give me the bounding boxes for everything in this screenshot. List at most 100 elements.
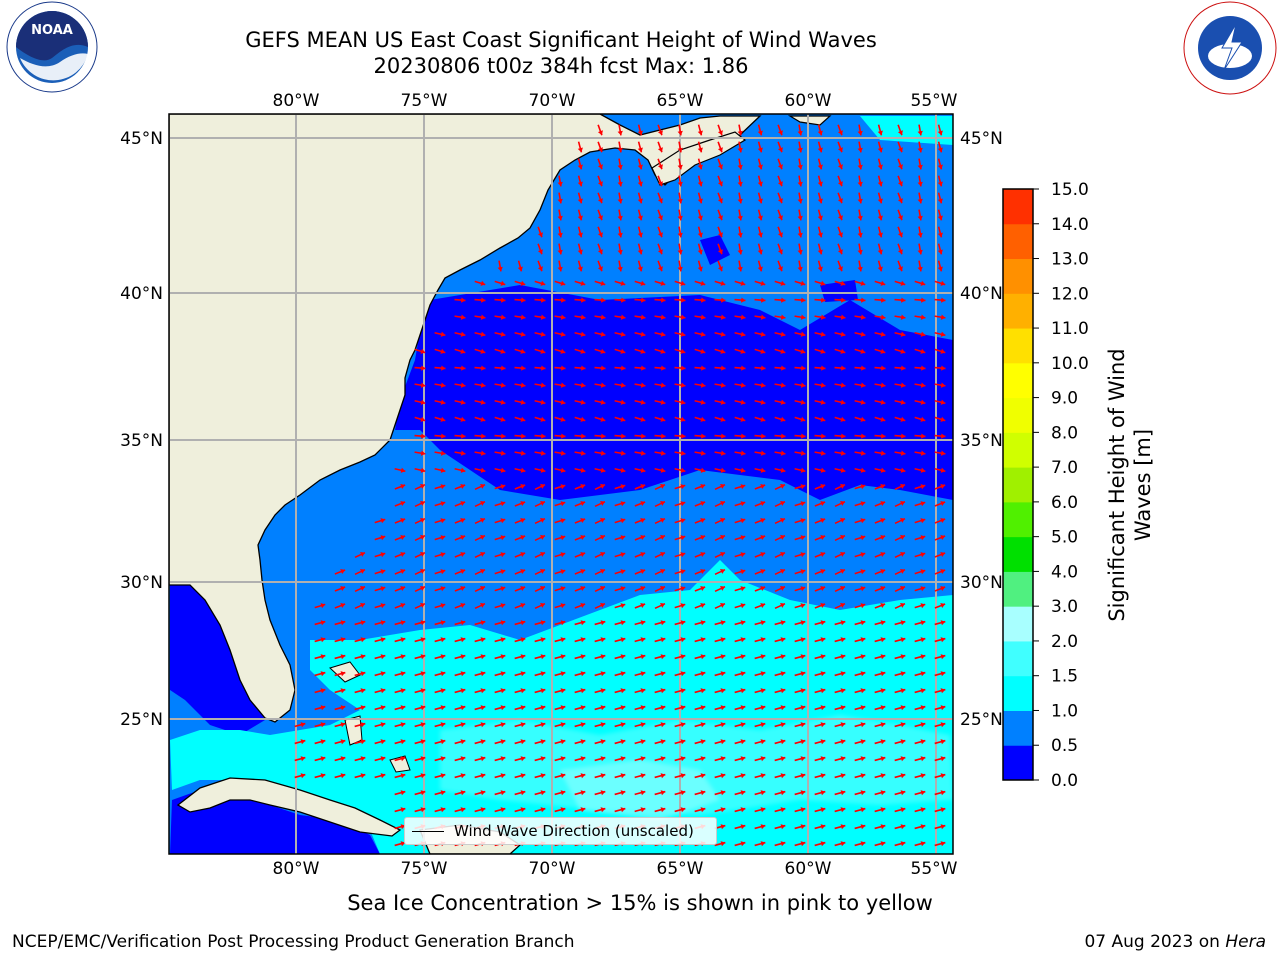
- wave-direction-arrowhead: [557, 232, 563, 238]
- wave-direction-arrowhead: [600, 382, 606, 388]
- wave-direction-arrowhead: [920, 535, 926, 541]
- wave-direction-arrowhead: [520, 807, 526, 813]
- wave-direction-arrowhead: [900, 382, 906, 388]
- wave-direction-arrowhead: [420, 688, 426, 694]
- colorbar-tick-label: 10.0: [1051, 354, 1089, 374]
- wave-direction-arrowhead: [920, 331, 926, 337]
- wave-direction-arrowhead: [360, 569, 365, 574]
- wave-direction-arrowhead: [800, 841, 806, 847]
- wave-direction-arrowhead: [520, 535, 526, 541]
- wave-direction-arrowhead: [380, 756, 386, 762]
- wave-direction-arrowhead: [680, 552, 686, 558]
- wave-direction-arrowhead: [600, 739, 606, 745]
- wave-direction-arrowhead: [840, 688, 846, 694]
- wave-direction-arrowhead: [340, 756, 346, 762]
- wave-direction-arrowhead: [700, 807, 706, 813]
- wave-direction-arrowhead: [820, 484, 826, 490]
- wave-direction-arrowhead: [320, 739, 326, 745]
- colorbar-swatch: [1003, 571, 1033, 607]
- noaa-wordmark: NOAA: [31, 23, 73, 38]
- wave-direction-arrowhead: [540, 807, 546, 813]
- wave-direction-arrowhead: [360, 722, 366, 728]
- wave-direction-arrowhead: [840, 518, 845, 523]
- wave-direction-arrowhead: [940, 654, 946, 660]
- wave-direction-arrowhead: [800, 399, 806, 405]
- wave-direction-arrowhead: [780, 841, 786, 847]
- wave-direction-arrowhead: [680, 280, 686, 286]
- wave-direction-arrowhead: [737, 181, 743, 187]
- wave-direction-arrowhead: [620, 569, 626, 575]
- wave-direction-arrowhead: [860, 722, 866, 728]
- wave-direction-arrowhead: [340, 586, 346, 592]
- wave-direction-arrowhead: [720, 535, 725, 540]
- wave-direction-arrowhead: [680, 314, 686, 320]
- wave-direction-arrowhead: [660, 399, 666, 405]
- map-frame: [168, 113, 954, 855]
- wave-direction-arrowhead: [480, 586, 485, 591]
- wave-direction-arrowhead: [581, 433, 586, 439]
- wave-direction-arrowhead: [360, 671, 366, 677]
- wave-direction-arrowhead: [880, 331, 886, 337]
- wave-direction-arrowhead: [520, 773, 526, 779]
- wave-direction-arrowhead: [520, 739, 526, 745]
- wave-direction-arrowhead: [440, 382, 446, 388]
- wave-direction-arrowhead: [340, 773, 346, 779]
- wave-direction-arrowhead: [580, 382, 586, 388]
- wave-direction-arrowhead: [820, 399, 826, 405]
- wave-direction-arrowhead: [897, 130, 903, 136]
- wave-direction-arrowhead: [520, 467, 526, 473]
- wave-direction-arrowhead: [800, 314, 806, 320]
- wave-direction-arrowhead: [597, 215, 603, 221]
- wave-direction-arrowhead: [721, 297, 726, 303]
- wave-direction-arrowhead: [380, 705, 386, 711]
- lat-labels-left: 45°N 40°N 35°N 30°N 25°N: [120, 129, 163, 730]
- wave-direction-arrowhead: [737, 147, 743, 153]
- wave-direction-arrowhead: [917, 249, 923, 255]
- wave-direction-arrowhead: [400, 773, 406, 779]
- wave-direction-arrowhead: [577, 266, 583, 272]
- map-plot-area: [169, 114, 953, 854]
- wave-direction-arrowhead: [800, 790, 806, 796]
- wave-direction-arrowhead: [937, 130, 943, 136]
- wave-direction-arrowhead: [561, 433, 566, 439]
- wave-direction-arrowhead: [620, 603, 626, 609]
- wave-direction-arrowhead: [420, 535, 425, 540]
- wave-direction-arrowhead: [820, 671, 826, 677]
- wave-direction-arrowhead: [740, 586, 746, 592]
- wave-direction-arrowhead: [597, 232, 603, 238]
- wave-direction-arrowhead: [860, 382, 866, 388]
- wave-direction-arrowhead: [520, 654, 526, 660]
- lat-label: 25°N: [120, 710, 163, 730]
- wave-direction-arrowhead: [877, 198, 883, 204]
- wave-direction-arrowhead: [640, 314, 646, 320]
- wave-direction-arrowhead: [920, 671, 926, 677]
- wave-direction-arrowhead: [461, 433, 466, 439]
- wave-direction-arrowhead: [600, 773, 606, 779]
- wave-direction-arrowhead: [460, 467, 466, 473]
- wave-direction-arrowhead: [761, 365, 766, 371]
- wave-direction-arrowhead: [540, 314, 546, 320]
- wave-direction-arrowhead: [897, 164, 903, 170]
- wave-direction-arrowhead: [820, 314, 826, 320]
- wave-direction-arrowhead: [801, 297, 806, 303]
- wave-direction-arrowhead: [520, 705, 526, 711]
- wave-direction-arrowhead: [780, 654, 786, 660]
- wave-direction-arrowhead: [577, 147, 583, 153]
- wave-direction-arrowhead: [760, 518, 766, 524]
- wave-direction-arrowhead: [720, 756, 726, 762]
- colorbar-tick-label: 0.0: [1051, 771, 1078, 791]
- wave-direction-arrowhead: [921, 433, 926, 439]
- wave-direction-arrowhead: [860, 603, 866, 609]
- wave-direction-arrowhead: [780, 280, 786, 286]
- wave-direction-arrowhead: [920, 484, 926, 490]
- wave-direction-arrowhead: [940, 416, 946, 422]
- wave-direction-arrowhead: [817, 147, 823, 153]
- colorbar-tick-label: 7.0: [1051, 458, 1078, 478]
- wave-direction-arrowhead: [857, 130, 863, 136]
- wave-direction-arrowhead: [520, 331, 526, 337]
- wave-direction-arrowhead: [761, 297, 766, 303]
- wave-direction-arrowhead: [440, 535, 446, 541]
- wave-direction-arrowhead: [860, 637, 866, 643]
- wave-direction-arrowhead: [680, 756, 686, 762]
- wave-direction-arrowhead: [580, 535, 586, 541]
